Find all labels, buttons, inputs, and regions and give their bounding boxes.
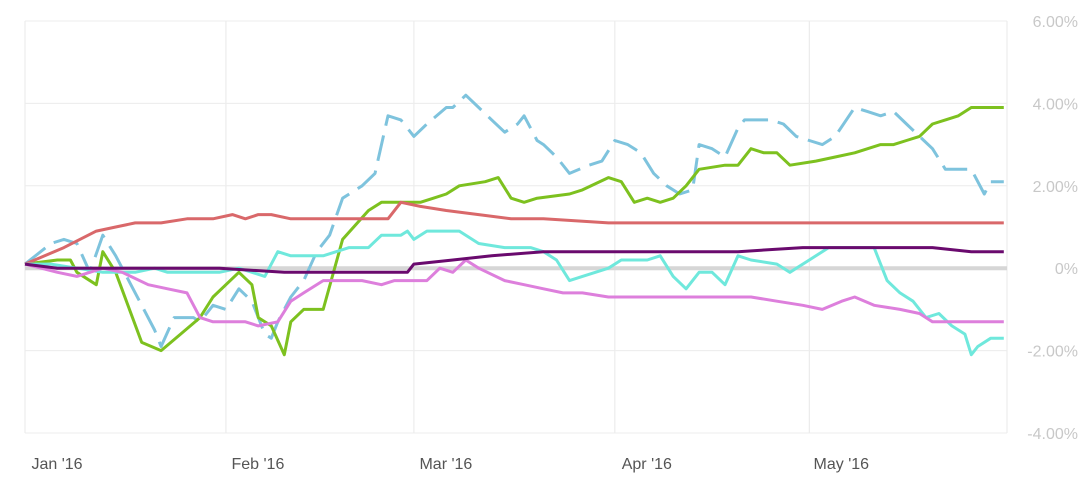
series-line-6 [24,246,1004,274]
series-lines [24,93,1004,357]
series-line-3 [24,200,1004,266]
grid-lines [24,20,1008,434]
x-tick-label: May '16 [814,456,870,473]
x-tick-label: Jan '16 [31,456,82,473]
y-tick-label: 4.00% [1033,96,1078,113]
x-tick-label: Mar '16 [419,456,472,473]
y-tick-label: 2.00% [1033,179,1078,196]
y-tick-label: -4.00% [1027,426,1078,443]
series-line-2 [24,106,1004,357]
y-axis-tick-labels: 6.00% 4.00% 2.00% 0% -2.00% -4.00% [1027,14,1078,443]
y-tick-label: 6.00% [1033,14,1078,31]
y-tick-label: -2.00% [1027,344,1078,361]
y-tick-label: 0% [1055,261,1078,278]
x-axis-tick-labels: Jan '16 Feb '16 Mar '16 Apr '16 May '16 [31,456,869,473]
series-line-1 [24,93,1004,348]
x-tick-label: Feb '16 [231,456,284,473]
x-tick-label: Apr '16 [622,456,672,473]
series-line-4 [25,229,1004,357]
